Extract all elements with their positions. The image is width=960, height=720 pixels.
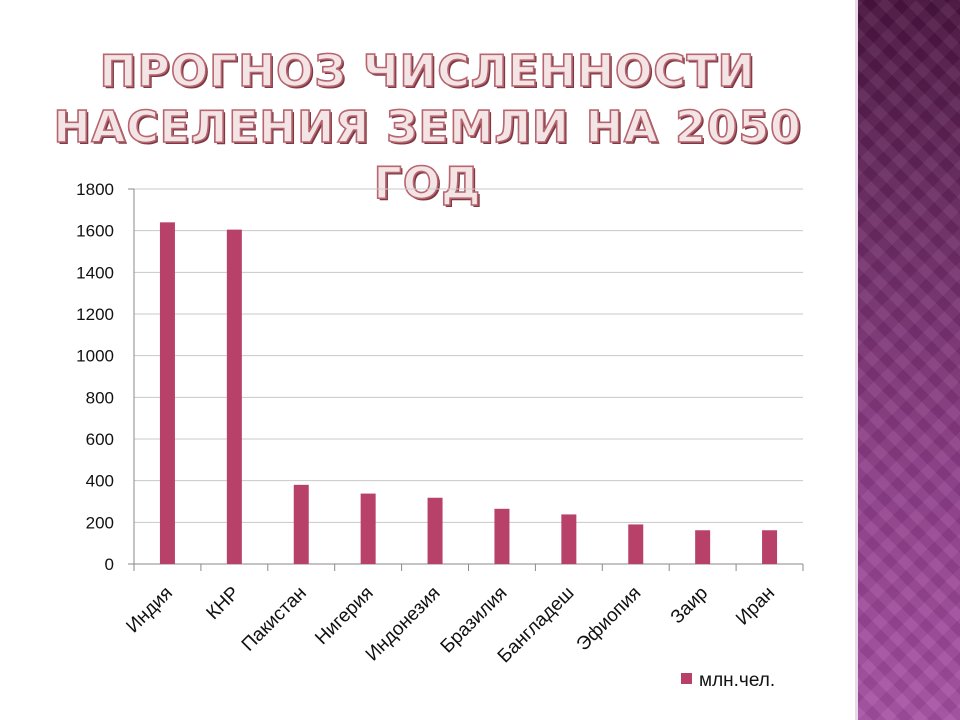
bar [159, 222, 175, 565]
y-tick-label: 1200 [76, 305, 114, 324]
y-tick-label: 1800 [76, 180, 114, 199]
side-panel-texture [858, 0, 960, 720]
bar [427, 497, 443, 564]
bar [226, 229, 242, 564]
y-tick-label: 1400 [76, 263, 114, 282]
legend-swatch [681, 673, 692, 684]
x-category-label: КНР [203, 583, 244, 624]
bar [494, 508, 510, 564]
y-tick-label: 0 [105, 555, 114, 574]
bar [695, 530, 711, 564]
x-category-label: Нигерия [311, 583, 377, 649]
slide-title: ПРОГНОЗ ЧИСЛЕННОСТИ НАСЕЛЕНИЯ ЗЕМЛИ НА 2… [0, 44, 855, 212]
y-tick-label: 600 [86, 430, 114, 449]
y-tick-label: 400 [86, 472, 114, 491]
bar [561, 514, 577, 564]
y-tick-label: 1000 [76, 347, 114, 366]
bar [360, 493, 376, 564]
title-line-2: НАСЕЛЕНИЯ ЗЕМЛИ НА 2050 ГОД [53, 101, 802, 210]
x-category-label: Пакистан [238, 583, 311, 656]
x-category-label: Индия [122, 583, 177, 638]
bar [762, 530, 778, 564]
bar [293, 484, 309, 564]
x-category-label: Эфиопия [573, 583, 646, 656]
decorative-side-panel [855, 0, 960, 720]
y-tick-label: 800 [86, 388, 114, 407]
bar-chart: 0 200 400 600 800 1000 1200 1400 1600 1800 Индия КН… [76, 180, 804, 691]
y-tick-label: 1600 [76, 222, 114, 241]
title-line-1: ПРОГНОЗ ЧИСЛЕННОСТИ [99, 45, 756, 98]
x-category-label: Заир [667, 583, 712, 628]
y-tick-label: 200 [86, 513, 114, 532]
x-category-label: Иран [732, 583, 779, 630]
bar [628, 524, 644, 564]
legend-label: млн.чел. [699, 670, 775, 691]
